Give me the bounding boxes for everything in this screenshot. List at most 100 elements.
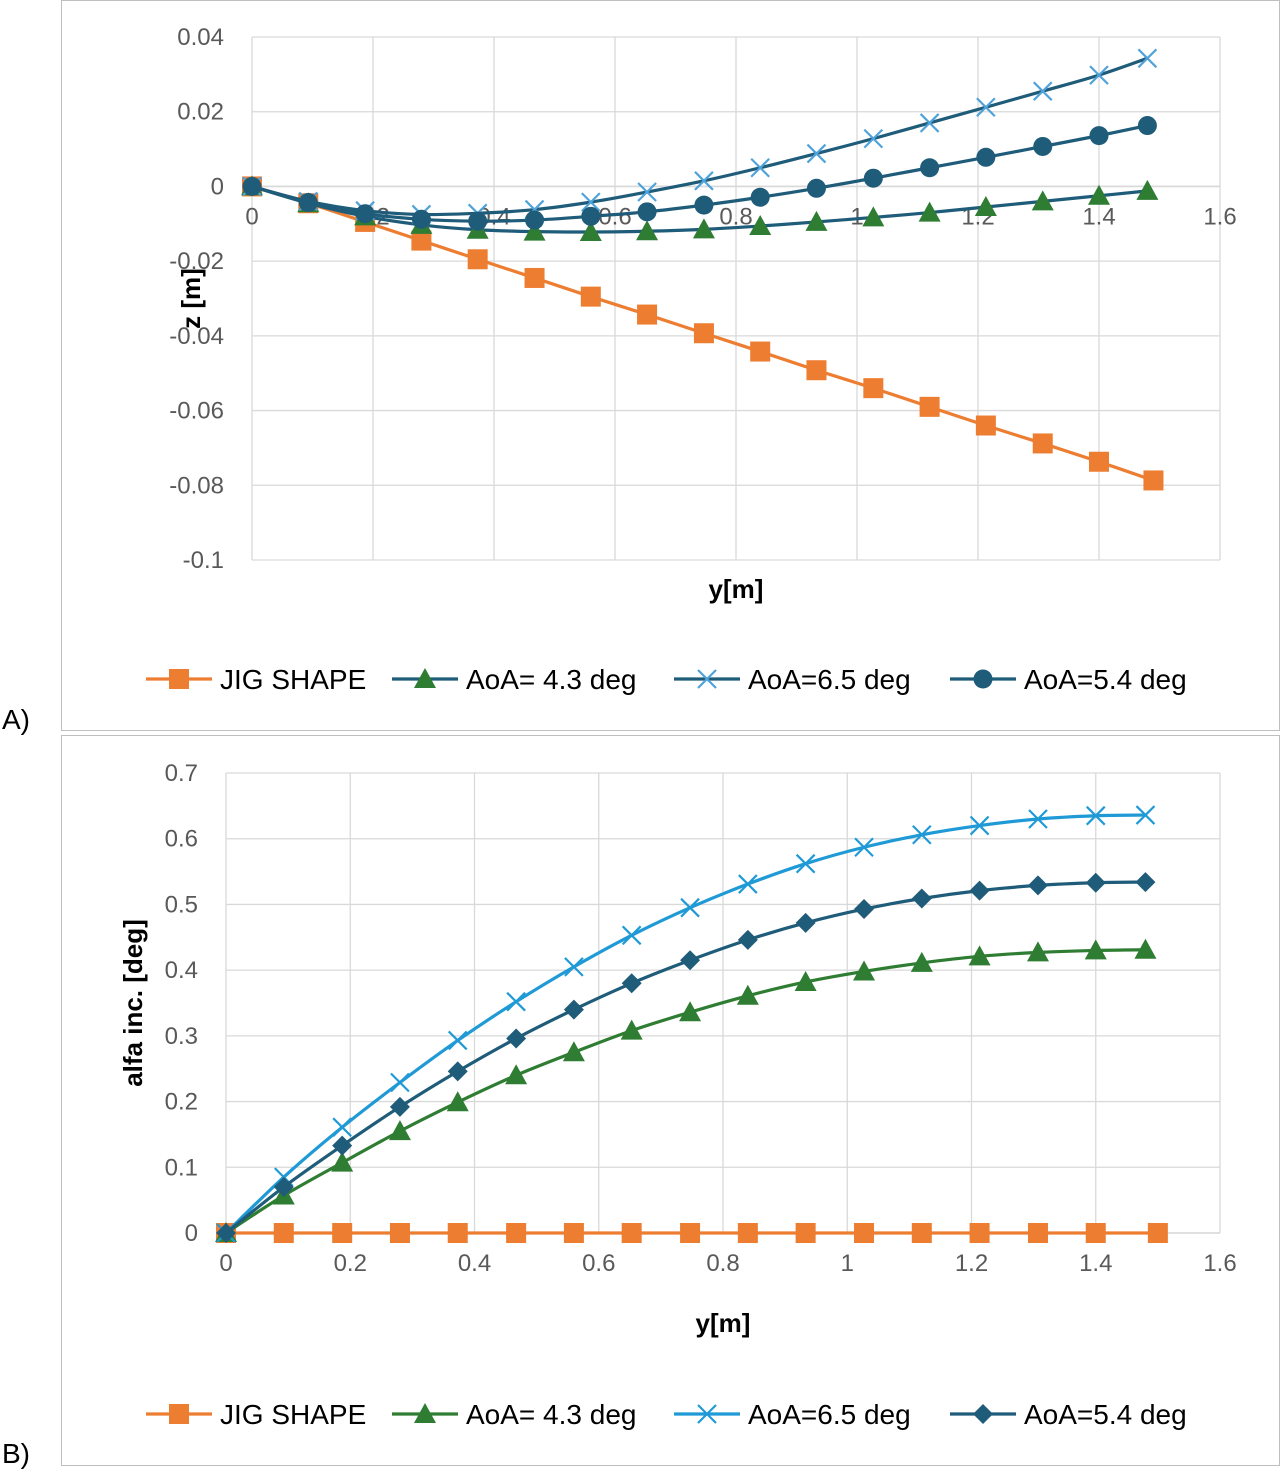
chart-b-series-aoa-4-3-deg-point	[736, 984, 759, 1005]
chart-b-series-aoa-4-3-deg-line	[225, 948, 1146, 1235]
chart-a-series-jig-shape-point	[1143, 470, 1164, 491]
chart-b-ytick-label: 0.3	[165, 1023, 198, 1050]
chart-b-series-aoa-5-4-deg-point	[1085, 872, 1106, 893]
chart-a-series-aoa-5-4-deg-point	[750, 187, 770, 207]
chart-b-series-jig-shape-point	[737, 1223, 758, 1243]
chart-a-series-aoa-5-4-deg-point	[1089, 126, 1109, 146]
chart-a-legend-swatch-marker	[973, 669, 993, 689]
chart-b-series-aoa-4-3-deg-point	[505, 1064, 528, 1085]
chart-a-series-aoa-5-4-deg-point	[581, 206, 601, 226]
chart-a-series-aoa-6-5-deg	[242, 48, 1158, 225]
chart-a-series-jig-shape-point	[693, 323, 714, 344]
chart-a-y-axis-title: z [m]	[176, 268, 206, 329]
panel-label-b: B)	[2, 1438, 30, 1469]
chart-b-series-aoa-4-3-deg-point	[968, 945, 991, 966]
chart-a-series-aoa-5-4-deg-point	[976, 147, 996, 167]
chart-b-y-axis-title: alfa inc. [deg]	[118, 919, 148, 1087]
chart-b-series-aoa-4-3-deg-point	[388, 1120, 411, 1141]
chart-a-legend-label: JIG SHAPE	[220, 664, 366, 695]
chart-b-series-aoa-5-4-deg-point	[216, 1223, 236, 1243]
chart-b-ytick-label: 0.5	[165, 891, 198, 918]
chart-b-legend-label: AoA=5.4 deg	[1024, 1399, 1187, 1430]
chart-a-series-aoa-6-5-deg-point	[1089, 65, 1109, 85]
chart-b-series-aoa-6-5-deg-point	[1028, 809, 1048, 829]
chart-b-ytick-label: 0.7	[165, 760, 198, 787]
chart-b-series-aoa-6-5-deg-point	[1135, 805, 1156, 825]
chart-b-series-aoa-4-3-deg-point	[446, 1091, 469, 1112]
chart-b-xtick-label: 0.2	[334, 1250, 367, 1277]
chart-a-series-aoa-4-3-deg-point	[523, 220, 546, 241]
chart-b-series-jig-shape-point	[506, 1223, 527, 1243]
chart-b-legend: JIG SHAPE AoA= 4.3 deg AoA=6.5 deg AoA=5.4 …	[146, 1399, 1187, 1430]
chart-a-series-aoa-5-4-deg-point	[355, 204, 375, 224]
chart-a-series-jig-shape-point	[580, 286, 601, 307]
chart-a-series-aoa-4-3-deg-point	[1088, 184, 1110, 205]
chart-b-legend-swatch-marker	[697, 1404, 717, 1424]
chart-a-series-jig-shape-point	[411, 230, 432, 251]
chart-a-series-aoa-6-5-deg-point	[1032, 81, 1053, 101]
chart-a-series-aoa-5-4-deg-point	[242, 176, 262, 196]
chart-b-legend-swatch-marker	[973, 1404, 993, 1424]
chart-b-series-aoa-6-5-deg-point	[738, 874, 758, 894]
chart-a-series-aoa-5-4-deg-point	[806, 178, 826, 198]
chart-b-series-aoa-5-4-deg-point	[969, 880, 990, 901]
chart-a-legend-item-jig-shape: JIG SHAPE	[146, 664, 366, 695]
chart-a-series-aoa-6-5-deg-point	[750, 157, 770, 178]
chart-b-xtick-label: 0.8	[706, 1250, 739, 1277]
chart-b-xtick-label: 1	[841, 1250, 854, 1277]
chart-b-series-jig-shape-point	[1147, 1223, 1168, 1243]
chart-a-legend-item-aoa-6-5-deg: AoA=6.5 deg	[674, 664, 911, 695]
chart-b-series-aoa-6-5-deg-line	[224, 813, 1146, 1235]
chart-b-legend-label: AoA=6.5 deg	[748, 1399, 911, 1430]
chart-a-series-jig-shape-point	[524, 267, 545, 288]
chart-b-series-aoa-5-4-deg-point	[911, 888, 932, 909]
chart-b-series-aoa-4-3-deg-point	[794, 970, 817, 991]
chart-b-series-aoa-4-3-deg-point	[910, 951, 933, 972]
chart-b-series-jig-shape-point	[680, 1223, 701, 1243]
chart-a-series-aoa-4-3-deg-point	[749, 215, 772, 236]
chart-b-series-aoa-5-4-deg-point	[795, 912, 816, 933]
chart-a-legend-swatch-marker	[169, 669, 189, 689]
chart-a-ytick-label: 0	[211, 173, 224, 200]
chart-b-xtick-label: 1.2	[955, 1250, 988, 1277]
chart-b-series-jig-shape-point	[563, 1223, 584, 1243]
chart-a-series-aoa-4-3-deg-point	[1136, 179, 1159, 200]
chart-a-legend-label: AoA= 4.3 deg	[466, 664, 636, 695]
chart-b-series-jig-shape-point	[332, 1223, 353, 1243]
chart-b-series-aoa-5-4-deg	[216, 872, 1156, 1243]
chart-b-xtick-label: 0.4	[458, 1250, 491, 1277]
chart-b-series-aoa-4-3-deg	[215, 938, 1157, 1242]
chart-a-ytick-label: -0.08	[169, 472, 224, 499]
chart-b-legend-label: JIG SHAPE	[220, 1399, 366, 1430]
chart-a-series-aoa-4-3-deg-point	[636, 220, 659, 241]
chart-a-legend-item-aoa-5-4-deg: AoA=5.4 deg	[950, 664, 1187, 695]
chart-b-series-aoa-5-4-deg-point	[1027, 875, 1048, 896]
chart-b-series-aoa-6-5-deg-point	[506, 991, 526, 1012]
chart-a-series-aoa-5-4-deg-point	[1137, 116, 1157, 136]
chart-a-series-jig-shape-point	[1089, 451, 1109, 472]
chart-a-series-aoa-5-4-deg-point	[637, 202, 657, 222]
chart-b-series-aoa-4-3-deg-point	[1026, 941, 1049, 962]
chart-a-series-aoa-6-5-deg-point	[863, 128, 884, 149]
chart-b-legend-item-aoa-4-3-deg: AoA= 4.3 deg	[392, 1399, 636, 1430]
chart-b-legend-label: AoA= 4.3 deg	[466, 1399, 636, 1430]
chart-b-series-jig-shape-point	[969, 1223, 990, 1243]
chart-a-series-aoa-5-4-deg-point	[863, 168, 883, 188]
chart-a-series-aoa-5-4-deg-point	[525, 210, 545, 230]
chart-b-series-aoa-5-4-deg-point	[854, 899, 875, 920]
chart-a-series-aoa-6-5-deg-point	[919, 113, 940, 133]
chart-a-series-jig-shape-point	[467, 249, 488, 270]
chart-b-xtick-label: 1.6	[1203, 1250, 1236, 1277]
chart-b-series-aoa-5-4-deg-line	[225, 880, 1146, 1235]
chart-b-series-jig-shape-point	[1085, 1223, 1106, 1243]
chart-a-legend: JIG SHAPE AoA= 4.3 deg AoA=6.5 deg AoA=5.4 …	[146, 664, 1187, 695]
chart-a-ytick-label: -0.02	[169, 248, 224, 275]
chart-b-svg: 0.7 0.6 0.5 0.4 0.3 0.2 0.1 00 0.2 0.4 0.6 0.8 1 1.2 1…	[118, 760, 1237, 1430]
chart-b-series-aoa-5-4-deg-point	[680, 950, 701, 971]
chart-a-series-aoa-5-4-deg-point	[694, 195, 714, 215]
chart-b-legend-swatch-marker	[169, 1404, 189, 1424]
chart-a-series-aoa-6-5-deg-point	[637, 182, 657, 202]
chart-b-series-aoa-4-3-deg-point	[679, 1001, 702, 1022]
chart-b-series-jig-shape-point	[911, 1223, 932, 1243]
chart-a-series-aoa-5-4-deg-point	[468, 211, 488, 231]
